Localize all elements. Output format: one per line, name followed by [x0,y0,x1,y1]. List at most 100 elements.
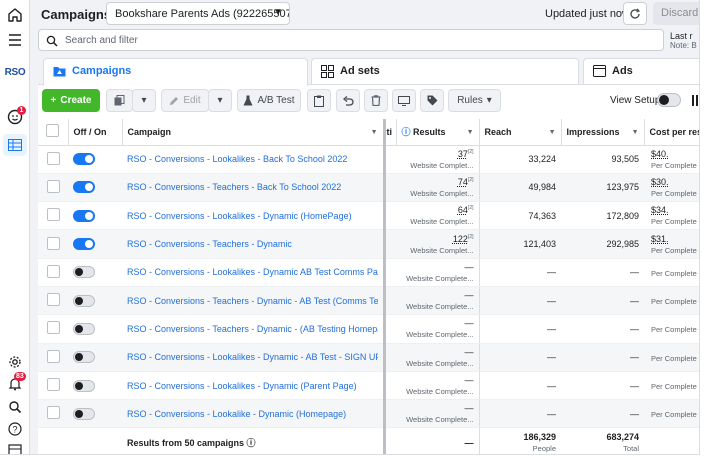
menu-icon[interactable] [6,31,24,49]
results-cell: — Website Complete... [396,258,480,287]
campaign-name-link[interactable]: RSO - Conversions - Lookalikes - Dynamic… [127,380,357,391]
campaign-name-link[interactable]: RSO - Conversions - Teachers - Dynamic [127,239,292,250]
alerts-bell-icon[interactable]: 83 [6,372,26,393]
delete-button[interactable] [364,89,388,112]
campaign-name-link[interactable]: RSO - Conversions - Lookalikes - Dynamic… [127,210,352,221]
tab-ads[interactable]: Ads [583,58,699,84]
settings-gear-icon[interactable] [6,353,24,371]
date-range-label[interactable]: Last r Note: B [670,31,697,51]
campaign-toggle[interactable] [73,209,95,222]
table-row[interactable]: RSO - Conversions - Lookalikes - Dynamic… [38,371,699,401]
campaign-toggle[interactable] [73,266,95,279]
campaign-name-link[interactable]: RSO - Conversions - Teachers - Dynamic -… [127,295,378,306]
results-value[interactable]: 122 [452,233,468,244]
ad-account-selector[interactable]: Bookshare Parents Ads (9222655078... ▼ [106,2,290,25]
campaign-toggle[interactable] [73,294,95,307]
tab-ad-sets[interactable]: Ad sets [311,58,579,84]
search-filter-bar[interactable] [38,29,664,51]
campaign-toggle[interactable] [73,238,95,251]
results-value[interactable]: — [464,290,474,301]
campaign-toggle[interactable] [73,379,95,392]
table-row[interactable]: RSO - Conversions - Lookalikes - Dynamic… [38,201,699,231]
tag-button[interactable] [420,89,444,112]
results-value[interactable]: 74 [457,176,468,187]
cost-value[interactable]: $30. [651,176,669,187]
column-header-off-on[interactable]: Off / On [68,119,123,146]
view-setup-toggle[interactable] [657,93,681,107]
row-checkbox[interactable] [46,236,60,250]
table-row[interactable]: RSO - Conversions - Lookalike - Dynamic … [38,399,699,429]
table-row[interactable]: RSO - Conversions - Lookalikes - Dynamic… [38,258,699,287]
search-icon[interactable] [6,398,24,416]
campaign-name-link[interactable]: RSO - Conversions - Lookalikes - Dynamic… [127,267,378,278]
results-value[interactable]: 64 [457,205,468,216]
campaign-toggle[interactable] [73,351,95,364]
notifications-icon[interactable]: 1 [6,106,26,126]
ab-test-button[interactable]: A/B Test [237,89,301,112]
column-header-campaign[interactable]: Campaign ▼ [122,119,386,146]
help-icon[interactable]: ? [6,420,24,438]
row-checkbox[interactable] [46,264,60,278]
table-row[interactable]: RSO - Conversions - Teachers - Back To S… [38,173,699,203]
campaign-name-link[interactable]: RSO - Conversions - Teachers - Back To S… [127,182,342,193]
search-input[interactable] [65,33,465,47]
table-row[interactable]: RSO - Conversions - Lookalikes - Back To… [38,145,699,174]
row-checkbox[interactable] [46,208,60,222]
edit-dropdown[interactable]: ▾ [208,89,232,112]
row-checkbox[interactable] [46,293,60,307]
campaign-toggle[interactable] [73,322,95,335]
row-checkbox[interactable] [46,349,60,363]
tab-campaigns[interactable]: Campaigns [43,58,308,86]
edit-button[interactable]: Edit [161,89,209,112]
table-row[interactable]: RSO - Conversions - Lookalikes - Dynamic… [38,343,699,372]
campaign-toggle[interactable] [73,181,95,194]
column-header-truncated[interactable]: ti [384,119,397,146]
row-checkbox[interactable] [46,406,60,420]
home-icon[interactable] [6,6,24,24]
campaign-name-link[interactable]: RSO - Conversions - Lookalike - Dynamic … [127,408,347,419]
results-value[interactable]: — [464,318,474,329]
campaign-name-link[interactable]: RSO - Conversions - Lookalikes - Dynamic… [127,352,378,363]
results-value[interactable]: 37 [457,148,468,159]
column-header-results[interactable]: ⓘ Results ▼ [396,119,480,146]
clipboard-button[interactable] [307,89,331,112]
cost-type: Per Complete R [651,325,700,335]
create-button[interactable]: + Create [42,89,100,112]
account-logo[interactable]: RSO [4,66,26,78]
column-header-reach[interactable]: Reach ▼ [479,119,562,146]
results-value[interactable]: — [464,346,474,357]
table-row[interactable]: RSO - Conversions - Teachers - Dynamic -… [38,314,700,344]
undo-button[interactable] [336,89,360,112]
table-row[interactable]: RSO - Conversions - Teachers - Dynamic 12… [38,229,699,259]
row-checkbox[interactable] [46,151,60,165]
table-row[interactable]: RSO - Conversions - Teachers - Dynamic -… [38,286,699,316]
reports-icon[interactable] [6,441,24,454]
row-checkbox[interactable] [46,378,60,392]
results-value-wrap: 122[2] [401,234,474,244]
duplicate-button[interactable] [106,89,133,112]
results-type: Website Complet... [410,217,474,227]
select-all-checkbox[interactable] [46,124,60,138]
column-header-impressions[interactable]: Impressions ▼ [561,119,645,146]
preview-button[interactable] [392,89,416,112]
cost-value[interactable]: $31. [651,233,669,244]
discard-drafts-button[interactable]: Discard d [653,2,699,25]
cost-value[interactable]: $34. [651,205,669,216]
rules-dropdown[interactable]: Rules ▾ [448,89,501,112]
campaigns-table-icon[interactable] [3,134,27,156]
campaign-name-link[interactable]: RSO - Conversions - Lookalikes - Back To… [127,154,348,165]
results-value[interactable]: — [464,375,474,386]
results-value[interactable]: — [464,403,474,414]
campaign-toggle[interactable] [73,407,95,420]
spacer-cell [384,201,396,231]
cost-value[interactable]: $40. [651,148,669,159]
column-header-cost-per-result[interactable]: Cost per resu [644,119,699,146]
row-checkbox[interactable] [46,321,60,335]
duplicate-dropdown[interactable]: ▾ [132,89,156,112]
refresh-button[interactable] [623,2,647,25]
row-checkbox[interactable] [46,179,60,193]
columns-icon[interactable] [692,95,698,106]
campaign-toggle[interactable] [73,153,95,166]
campaign-name-link[interactable]: RSO - Conversions - Teachers - Dynamic -… [127,323,378,334]
results-value[interactable]: — [464,261,474,272]
